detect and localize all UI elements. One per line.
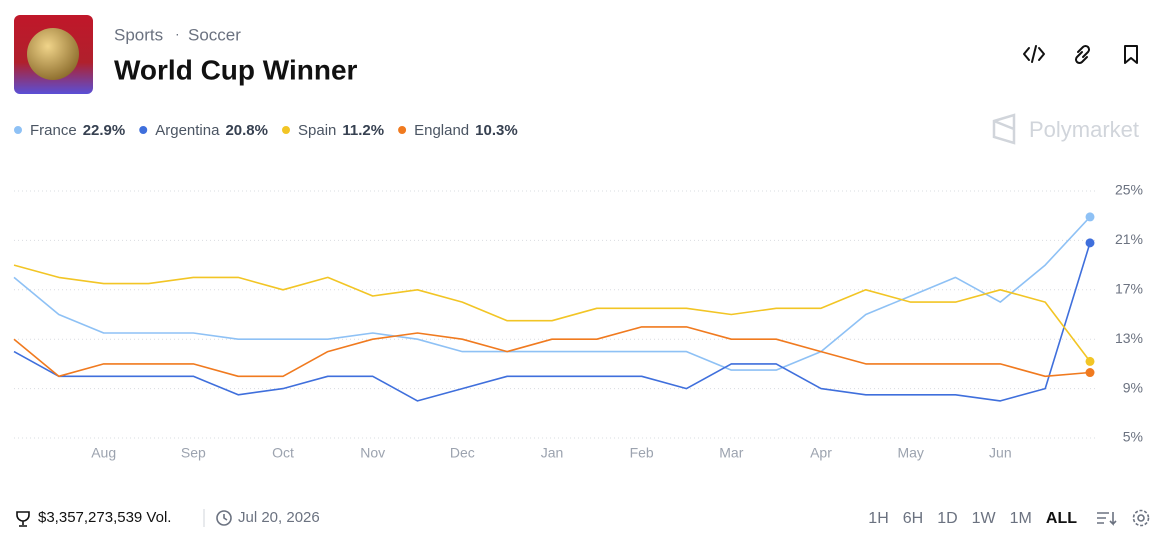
plot: 5% 9% 13% 17% 21% 25% Aug Sep Oct Nov Dec Jan Feb Mar… — [13, 182, 1143, 461]
watermark-logo — [992, 113, 1016, 145]
x-tick-label: Sep — [181, 445, 206, 461]
range-controls: ALL 1M 1W 1D 6H 1H — [868, 510, 1077, 527]
x-tick-label: Jan — [541, 445, 564, 461]
range-button[interactable]: 1M — [1010, 510, 1032, 527]
legend-name: France — [30, 122, 77, 139]
volume: $3,357,273,539 Vol. — [38, 509, 171, 526]
legend-dot — [14, 126, 22, 134]
legend-name: England — [414, 122, 469, 139]
breadcrumb-category[interactable]: Sports — [114, 25, 163, 44]
y-tick-label: 25% — [1115, 182, 1143, 198]
y-tick-label: 9% — [1123, 379, 1143, 395]
x-tick-label: Feb — [630, 445, 654, 461]
series-line — [13, 216, 1091, 371]
legend-name: Argentina — [155, 122, 220, 139]
series-line — [13, 242, 1091, 402]
market-title: World Cup Winner — [114, 54, 358, 85]
legend-value: 22.9% — [83, 122, 126, 139]
x-tick-label: Mar — [719, 445, 743, 461]
legend-value: 11.2% — [342, 122, 384, 139]
volume-icon — [16, 511, 30, 527]
series-line — [13, 264, 1091, 362]
watermark: Polymarket — [1029, 117, 1139, 142]
x-tick-label: Nov — [360, 445, 385, 461]
legend-dot — [282, 126, 290, 134]
legend-dot — [139, 126, 148, 134]
embed-button[interactable] — [1023, 45, 1045, 63]
legend-value: 20.8% — [225, 122, 268, 139]
end-dot — [1085, 212, 1095, 222]
thumbnail — [14, 15, 93, 94]
settings-button[interactable] — [1132, 509, 1150, 527]
x-tick-label: Aug — [91, 445, 116, 461]
range-button[interactable]: ALL — [1046, 510, 1077, 527]
range-button[interactable]: 1H — [868, 510, 888, 527]
range-button[interactable]: 1W — [972, 510, 997, 527]
end-date: Jul 20, 2026 — [238, 509, 320, 526]
breadcrumb-separator: · — [175, 26, 180, 42]
end-dot — [1085, 356, 1095, 366]
y-tick-label: 5% — [1123, 429, 1143, 445]
y-tick-label: 13% — [1115, 330, 1143, 346]
x-tick-label: Apr — [810, 445, 832, 461]
end-dot — [1085, 368, 1095, 378]
legend-value: 10.3% — [475, 122, 518, 139]
y-tick-label: 17% — [1115, 281, 1143, 297]
sort-button[interactable] — [1097, 512, 1117, 526]
x-tick-label: Dec — [450, 445, 475, 461]
legend-dot — [398, 126, 407, 134]
x-tick-label: Oct — [272, 445, 294, 461]
end-dot — [1085, 238, 1095, 248]
range-button[interactable]: 1D — [937, 510, 957, 527]
y-tick-label: 21% — [1115, 231, 1143, 247]
series-line — [13, 326, 1091, 378]
x-tick-label: May — [897, 445, 923, 461]
breadcrumb-subcategory[interactable]: Soccer — [188, 25, 241, 44]
link-button[interactable] — [1074, 44, 1091, 65]
legend: France 22.9% Argentina 20.8% Spain 11.2% Engla… — [14, 122, 518, 139]
range-button[interactable]: 6H — [903, 510, 923, 527]
legend-name: Spain — [298, 122, 336, 139]
clock-icon — [216, 510, 232, 526]
bookmark-button[interactable] — [1124, 45, 1138, 64]
x-tick-label: Jun — [989, 445, 1012, 461]
